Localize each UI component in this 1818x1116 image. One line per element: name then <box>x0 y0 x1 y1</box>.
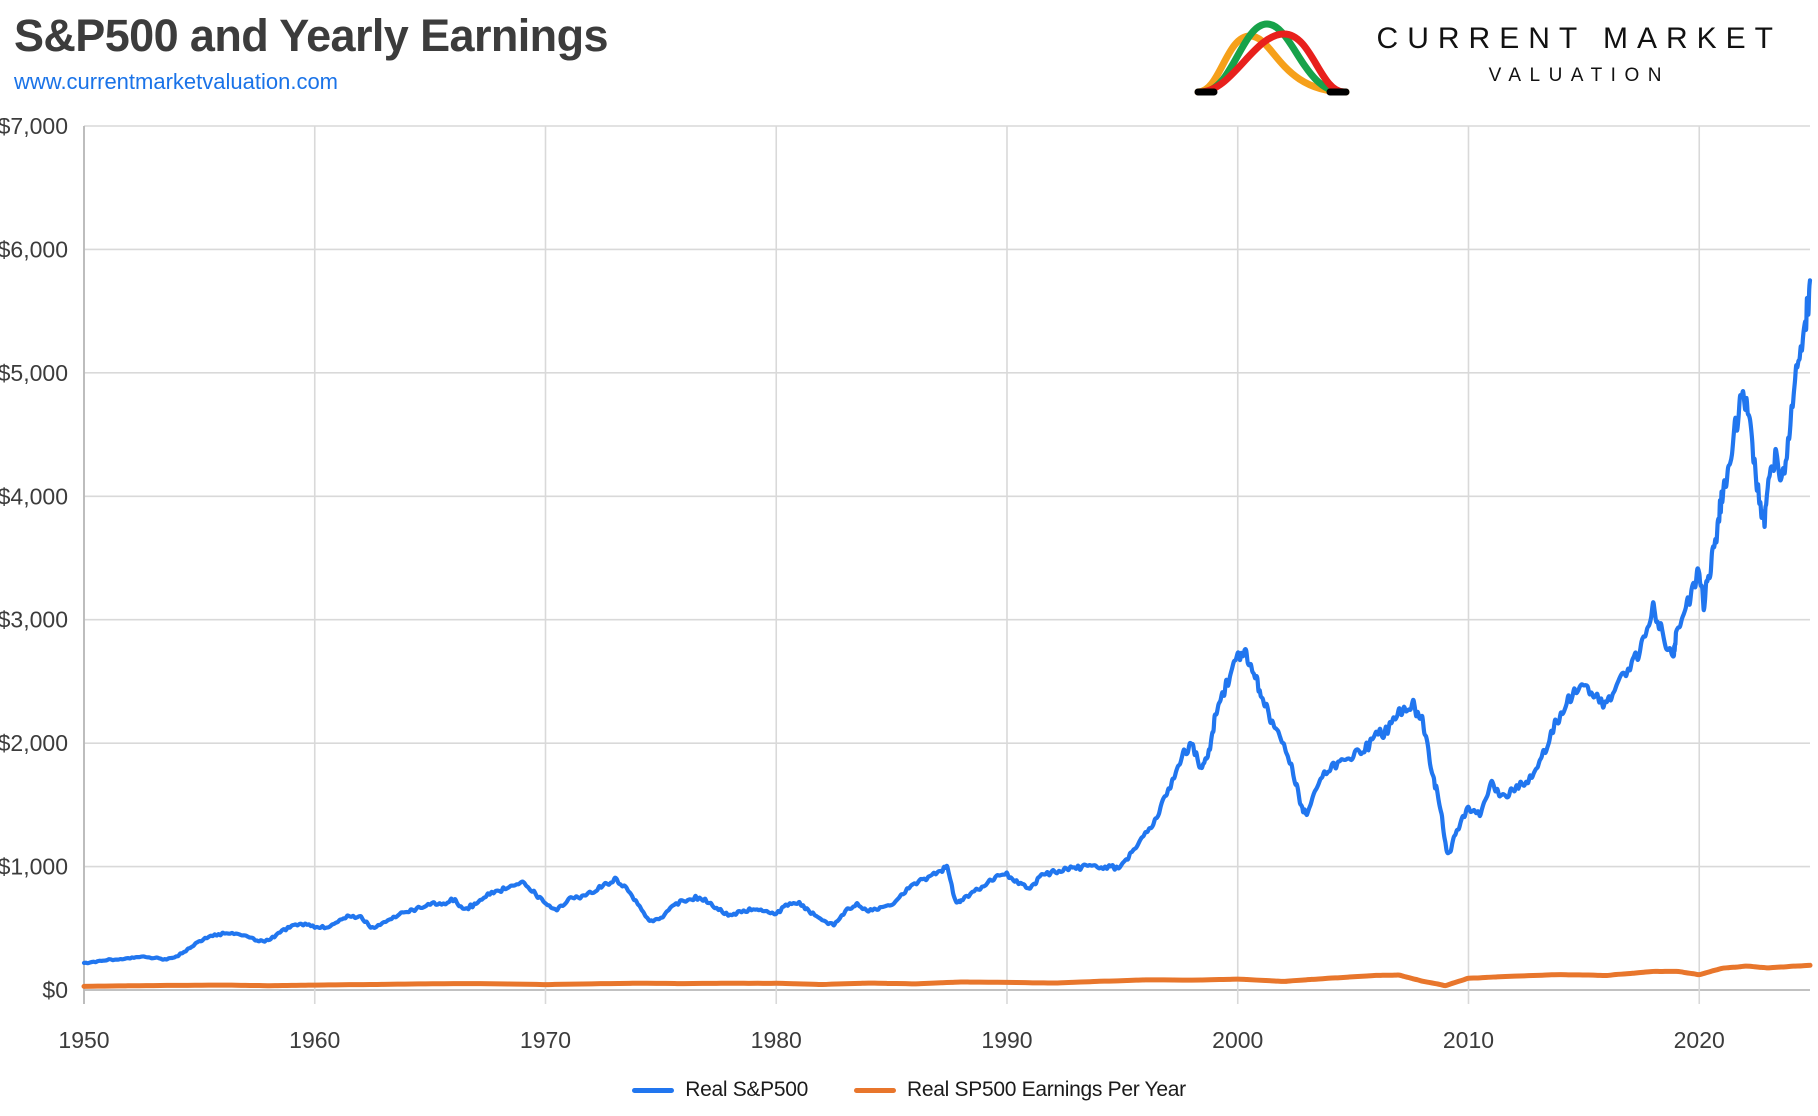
y-axis-tick-label: $4,000 <box>0 483 68 509</box>
x-axis-tick-label: 1950 <box>58 1027 109 1053</box>
y-axis-tick-label: $3,000 <box>0 607 68 633</box>
series-line-earnings <box>81 962 1813 989</box>
x-axis-tick-label: 1990 <box>981 1027 1032 1053</box>
y-axis-tick-label: $1,000 <box>0 854 68 880</box>
logo-line-2: VALUATION <box>1488 64 1670 86</box>
logo-wordmark: CURRENT MARKET VALUATION <box>1368 21 1782 86</box>
y-axis-tick-label: $2,000 <box>0 730 68 756</box>
legend-label-sp500: Real S&P500 <box>685 1078 808 1101</box>
legend-item-earnings[interactable]: Real SP500 Earnings Per Year <box>854 1078 1186 1102</box>
legend-label-earnings: Real SP500 Earnings Per Year <box>907 1078 1186 1101</box>
brand-logo: CURRENT MARKET VALUATION <box>1192 8 1782 100</box>
x-axis-tick-label: 2000 <box>1212 1027 1263 1053</box>
line-chart-svg: $0 $1,000 $2,000 $3,000 $4,000 $5,000 $6,000 $7… <box>0 118 1813 1053</box>
series-line-sp500 <box>81 278 1813 966</box>
chart-plot-area: $0 $1,000 $2,000 $3,000 $4,000 $5,000 $6,000 $7… <box>0 118 1818 1116</box>
x-axis-tick-label: 1970 <box>520 1027 571 1053</box>
page-title: S&P500 and Yearly Earnings <box>14 10 608 61</box>
bell-curves-logo-icon <box>1194 20 1350 96</box>
data-series-group <box>81 278 1813 989</box>
y-axis-tick-labels: $0 $1,000 $2,000 $3,000 $4,000 $5,000 $6,000 $7… <box>0 118 68 1003</box>
x-axis-tick-label: 2010 <box>1443 1027 1494 1053</box>
x-axis-tick-label: 2020 <box>1674 1027 1725 1053</box>
title-block: S&P500 and Yearly Earnings www.currentma… <box>14 12 608 95</box>
y-axis-tick-label: $7,000 <box>0 118 68 139</box>
legend-swatch-earnings <box>854 1087 896 1093</box>
legend-swatch-sp500 <box>632 1087 675 1093</box>
x-axis-tick-label: 1980 <box>751 1027 802 1053</box>
logo-line-1: CURRENT MARKET <box>1376 21 1782 55</box>
site-url-link[interactable]: www.currentmarketvaluation.com <box>14 69 339 95</box>
chart-header: S&P500 and Yearly Earnings www.currentma… <box>0 0 1818 118</box>
chart-legend: Real S&P500 Real SP500 Earnings Per Year <box>0 1078 1818 1102</box>
x-axis-tick-labels: 1950 1960 1970 1980 1990 2000 2010 2020 <box>58 1027 1724 1053</box>
x-axis-tick-label: 1960 <box>289 1027 340 1053</box>
gridlines-group <box>83 125 1810 1004</box>
y-axis-tick-label: $6,000 <box>0 236 68 262</box>
legend-item-sp500[interactable]: Real S&P500 <box>632 1078 808 1102</box>
y-axis-tick-label: $5,000 <box>0 360 68 386</box>
y-axis-tick-label: $0 <box>42 977 68 1003</box>
